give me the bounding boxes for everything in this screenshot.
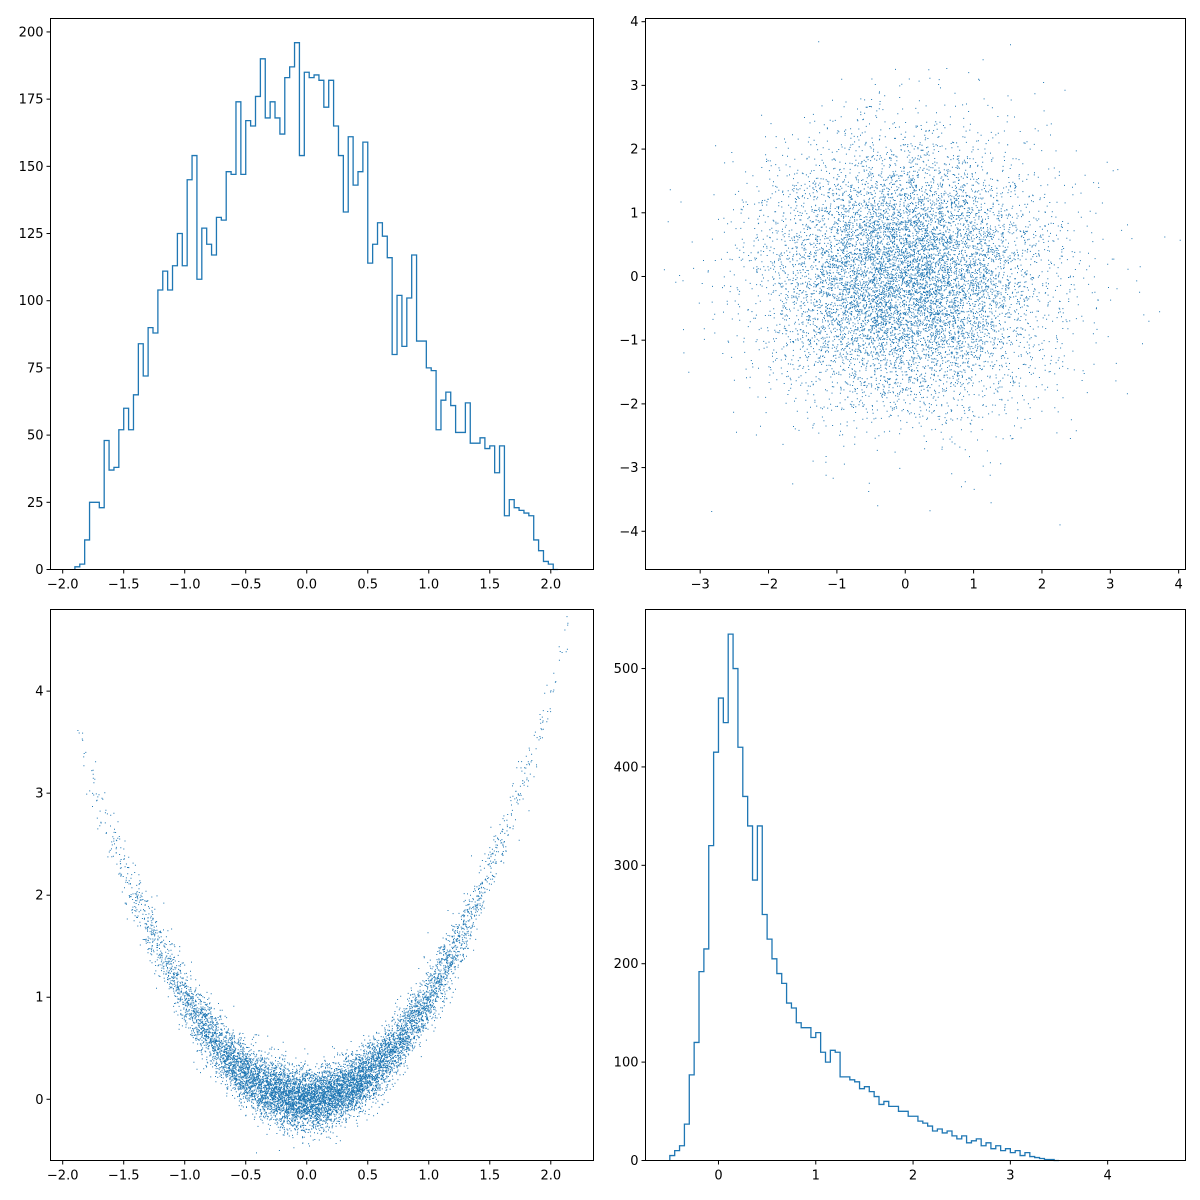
- x-tick-label: 0.0: [296, 578, 317, 593]
- x-tick-label: −3: [691, 578, 710, 593]
- y-tick-label: 100: [19, 294, 44, 309]
- x-tick-label: 0.0: [296, 1169, 317, 1184]
- y-tick-label: 2: [630, 143, 638, 158]
- plot-top-left-marks: [74, 42, 559, 571]
- y-tick-label: 125: [19, 227, 44, 242]
- y-axis-bottom-left: 0 1 2 3 4: [35, 685, 51, 1108]
- axes-frame-bottom-right: [645, 609, 1186, 1161]
- x-tick-label: 1: [812, 1169, 820, 1184]
- x-tick-label: 4: [1175, 578, 1183, 593]
- x-tick-label: −1.5: [108, 578, 140, 593]
- x-tick-label: 1.0: [418, 1169, 439, 1184]
- histogram-step-line: [669, 633, 1060, 1162]
- panel-top-right-scatter: −3 −2 −1 0 1 2 3 4 −4 −3 −2 −1 0 1 2 3 4: [619, 15, 1186, 593]
- y-tick-label: 200: [19, 25, 44, 40]
- x-tick-label: −1.5: [108, 1169, 140, 1184]
- y-tick-label: 0: [35, 1093, 43, 1108]
- x-tick-label: −2.0: [47, 578, 79, 593]
- y-tick-label: 100: [614, 1056, 639, 1071]
- x-tick-label: 1.5: [479, 1169, 500, 1184]
- y-tick-label: −3: [619, 461, 638, 476]
- x-tick-label: 2.0: [540, 1169, 561, 1184]
- y-axis-top-right: −4 −3 −2 −1 0 1 2 3 4: [619, 15, 646, 540]
- scatter-point-cloud: [77, 616, 569, 1154]
- x-axis-bottom-left: −2.0 −1.5 −1.0 −0.5 0.0 0.5 1.0 1.5 2.0: [47, 1160, 561, 1184]
- x-tick-label: 0.5: [357, 578, 378, 593]
- x-tick-label: 2.0: [540, 578, 561, 593]
- y-tick-label: 4: [630, 15, 638, 30]
- y-tick-label: 175: [19, 93, 44, 108]
- plot-bottom-right-marks: [669, 633, 1060, 1162]
- y-tick-label: 50: [27, 429, 44, 444]
- y-tick-label: 3: [35, 787, 43, 802]
- panel-bottom-right-histogram: 0 1 2 3 4 0 100 200 300 400 500: [614, 609, 1186, 1184]
- y-tick-label: 4: [35, 685, 43, 700]
- x-tick-label: −1.0: [169, 578, 201, 593]
- x-tick-label: −1.0: [169, 1169, 201, 1184]
- y-tick-label: 1: [35, 991, 43, 1006]
- x-tick-label: 1.0: [418, 578, 439, 593]
- y-tick-label: 150: [19, 160, 44, 175]
- panel-top-left-histogram: −2.0 −1.5 −1.0 −0.5 0.0 0.5 1.0 1.5 2.0 0 25 50 75 1…: [19, 18, 594, 593]
- x-axis-bottom-right: 0 1 2 3 4: [714, 1160, 1112, 1184]
- y-tick-label: −4: [619, 525, 638, 540]
- y-tick-label: 2: [35, 889, 43, 904]
- y-tick-label: 25: [27, 496, 44, 511]
- x-tick-label: −1: [827, 578, 846, 593]
- axes-frame-top-right: [645, 18, 1186, 570]
- y-tick-label: 1: [630, 206, 638, 221]
- y-axis-top-left: 0 25 50 75 100 125 150 175 200: [19, 25, 51, 578]
- x-tick-label: −0.5: [230, 578, 262, 593]
- y-tick-label: 300: [614, 859, 639, 874]
- plot-top-right-marks: [663, 41, 1181, 526]
- x-tick-label: 1: [969, 578, 977, 593]
- y-tick-label: 200: [614, 957, 639, 972]
- x-tick-label: 0: [714, 1169, 722, 1184]
- x-axis-top-right: −3 −2 −1 0 1 2 3 4: [691, 569, 1183, 593]
- y-tick-label: 75: [27, 361, 44, 376]
- x-tick-label: −2.0: [47, 1169, 79, 1184]
- y-axis-bottom-right: 0 100 200 300 400 500: [614, 662, 646, 1169]
- histogram-step-line: [74, 42, 559, 571]
- y-tick-label: −2: [619, 397, 638, 412]
- x-tick-label: −0.5: [230, 1169, 262, 1184]
- panel-bottom-left-scatter: −2.0 −1.5 −1.0 −0.5 0.0 0.5 1.0 1.5 2.0 0 1 2 3 4: [35, 609, 594, 1184]
- x-tick-label: −2: [759, 578, 778, 593]
- scatter-point-cloud: [663, 41, 1181, 526]
- x-tick-label: 4: [1104, 1169, 1112, 1184]
- y-tick-label: 0: [630, 1154, 638, 1169]
- x-tick-label: 0.5: [357, 1169, 378, 1184]
- x-tick-label: 3: [1106, 578, 1114, 593]
- y-tick-label: −1: [619, 334, 638, 349]
- y-tick-label: 0: [630, 270, 638, 285]
- x-tick-label: 2: [1038, 578, 1046, 593]
- y-tick-label: 500: [614, 662, 639, 677]
- x-tick-label: 2: [909, 1169, 917, 1184]
- x-tick-label: 0: [901, 578, 909, 593]
- y-tick-label: 400: [614, 760, 639, 775]
- x-tick-label: 1.5: [479, 578, 500, 593]
- axes-frame-top-left: [50, 18, 594, 570]
- x-axis-top-left: −2.0 −1.5 −1.0 −0.5 0.0 0.5 1.0 1.5 2.0: [47, 569, 561, 593]
- plot-bottom-left-marks: [77, 616, 569, 1154]
- y-tick-label: 3: [630, 79, 638, 94]
- y-tick-label: 0: [35, 563, 43, 578]
- axes-frame-bottom-left: [50, 609, 594, 1161]
- x-tick-label: 3: [1006, 1169, 1014, 1184]
